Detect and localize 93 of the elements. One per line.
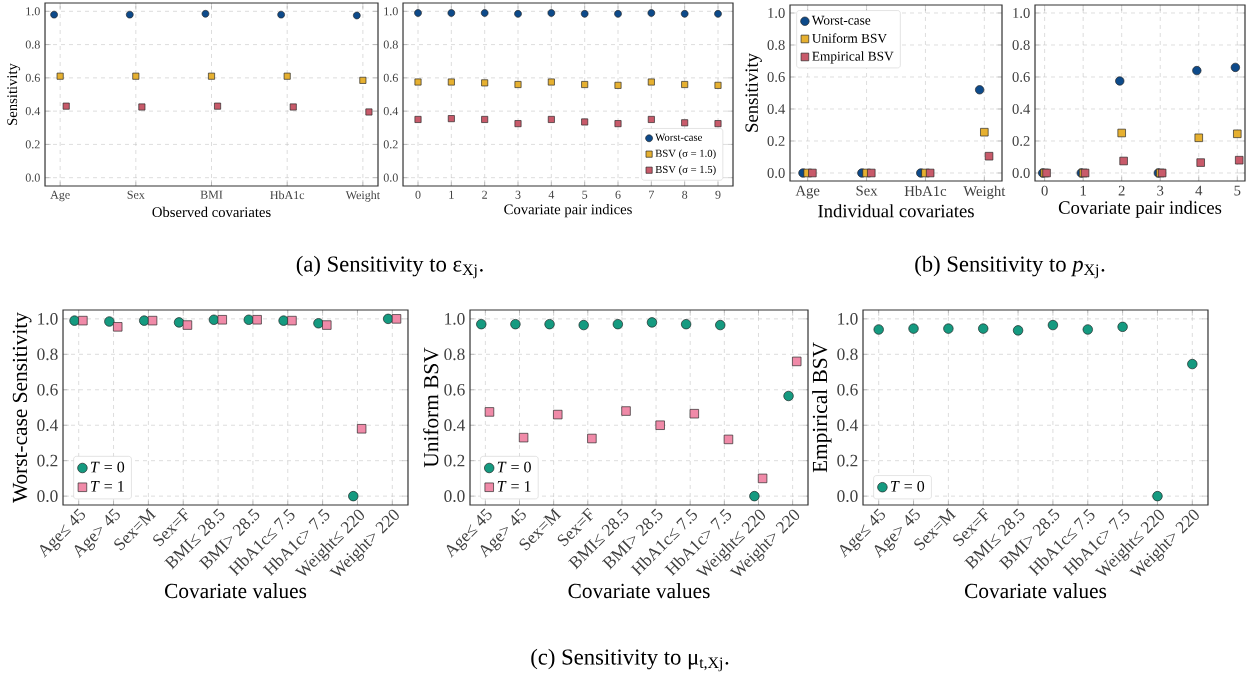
x-tick-label: 7	[649, 190, 654, 199]
legend-label: T = 0	[890, 480, 925, 492]
x-tick-label: Weight	[345, 190, 380, 202]
legend-label: Empirical BSV	[812, 51, 894, 64]
y-tick-label: 1.0	[445, 312, 465, 325]
text: (c) Sensitivity to μ$_{t,Xj}$.	[531, 648, 729, 672]
legend-label: Worst-case	[811, 15, 871, 25]
y-tick-label: 1.0	[384, 7, 398, 16]
y-tick-label: 0.4	[25, 107, 41, 116]
y-tick-label: 0.4	[383, 107, 399, 116]
x-axis-title: Covariate values	[165, 583, 307, 599]
y-tick-label: 0.2	[1012, 136, 1030, 146]
y-tick-label: 1.0	[38, 312, 58, 325]
y-tick-label: 0.0	[1012, 168, 1030, 178]
x-axis-title: Covariate values	[568, 583, 710, 599]
x-tick-label: 8	[682, 190, 688, 199]
text: (b) Sensitivity to p$_{Xj}$.	[915, 255, 1105, 279]
x-tick-label: Sex	[127, 190, 145, 199]
x-tick-label: 3	[1157, 185, 1164, 196]
y-tick-label: 0.8	[444, 348, 465, 361]
y-tick-label: 0.8	[37, 348, 58, 361]
y-tick-label: 0.6	[444, 383, 465, 396]
y-tick-label: 0.6	[837, 383, 858, 396]
y-tick-label: 0.0	[25, 173, 40, 182]
y-tick-label: 0.6	[1012, 72, 1030, 82]
x-tick-label: 5	[582, 190, 588, 199]
y-axis-title: Empirical BSV	[812, 342, 832, 473]
legend-label: BSV (σ = 1.0)	[655, 149, 716, 160]
x-axis-title: Covariate pair indices	[1058, 200, 1222, 218]
y-tick-label: 0.8	[837, 348, 858, 361]
x-tick-label: 0	[415, 190, 421, 199]
x-tick-label: Age	[795, 185, 820, 199]
x-axis-title: Observed covariates	[152, 206, 271, 218]
x-tick-label: 2	[482, 190, 488, 199]
y-tick-label: 0.4	[1012, 104, 1031, 114]
y-axis-title: Sensitivity	[7, 63, 21, 125]
legend-label: T = 0	[90, 461, 125, 473]
y-axis-title: Sensitivity	[745, 53, 762, 132]
y-tick-label: 0.8	[383, 40, 398, 49]
y-tick-label: 0.6	[25, 73, 40, 82]
x-tick-label: 4	[1195, 185, 1203, 196]
y-tick-label: 0.4	[767, 104, 786, 114]
x-tick-label: 9	[715, 190, 721, 199]
y-tick-label: 1.0	[768, 8, 785, 18]
legend-label: Uniform BSV	[812, 33, 887, 43]
legend-label: T = 0	[497, 461, 531, 473]
y-axis-title: Worst-case Sensitivity	[12, 312, 32, 503]
y-tick-label: 0.8	[25, 40, 40, 49]
y-tick-label: 0.0	[767, 168, 785, 178]
x-tick-label: BMI	[200, 190, 223, 199]
x-tick-label: Age	[50, 190, 70, 202]
y-tick-label: 0.0	[383, 173, 398, 182]
y-tick-label: 0.6	[767, 72, 785, 82]
legend-label: BSV (σ = 1.5)	[655, 165, 716, 176]
x-axis-title: Covariate pair indices	[504, 203, 632, 218]
x-axis-title: Individual covariates	[818, 204, 974, 218]
x-tick-label: 1	[1080, 185, 1086, 196]
x-tick-label: Sex	[856, 185, 878, 196]
y-tick-label: 0.0	[37, 490, 58, 503]
x-tick-label: HbA1c	[904, 185, 947, 197]
x-axis-title: Covariate values	[965, 583, 1107, 599]
legend-label: Worst-case	[655, 133, 702, 141]
x-tick-label: 6	[615, 190, 621, 199]
y-tick-label: 0.4	[37, 419, 59, 432]
y-tick-label: 1.0	[838, 312, 858, 325]
text: (a) Sensitivity to ε$_{Xj}$.	[296, 255, 483, 279]
y-tick-label: 1.0	[26, 7, 40, 16]
x-tick-label: HbA1c	[270, 190, 305, 200]
y-tick-label: 0.2	[37, 454, 58, 467]
x-tick-label: 4	[548, 190, 555, 199]
x-tick-label: 5	[1234, 185, 1241, 196]
y-tick-label: 0.0	[444, 490, 465, 503]
legend-label: T = 1	[497, 480, 531, 492]
x-tick-label: 3	[515, 190, 521, 199]
x-tick-label: 2	[1118, 185, 1125, 196]
y-tick-label: 0.4	[837, 419, 859, 432]
y-tick-label: 1.0	[1013, 8, 1030, 18]
y-tick-label: 0.0	[837, 490, 858, 503]
y-tick-label: 0.6	[37, 383, 58, 396]
y-tick-label: 0.6	[383, 73, 398, 82]
y-tick-label: 0.2	[383, 140, 398, 149]
y-axis-title: Uniform BSV	[423, 347, 439, 468]
y-tick-label: 0.2	[837, 454, 858, 467]
x-tick-label: Weight	[963, 185, 1006, 200]
y-tick-label: 0.4	[444, 419, 466, 432]
x-tick-label: 0	[1041, 185, 1048, 196]
x-tick-label: 1	[449, 190, 454, 199]
y-tick-label: 0.2	[444, 454, 465, 467]
y-tick-label: 0.8	[767, 40, 785, 50]
y-tick-label: 0.8	[1012, 40, 1030, 50]
legend-label: T = 1	[90, 480, 124, 492]
y-tick-label: 0.2	[767, 136, 785, 146]
y-tick-label: 0.2	[25, 140, 40, 149]
